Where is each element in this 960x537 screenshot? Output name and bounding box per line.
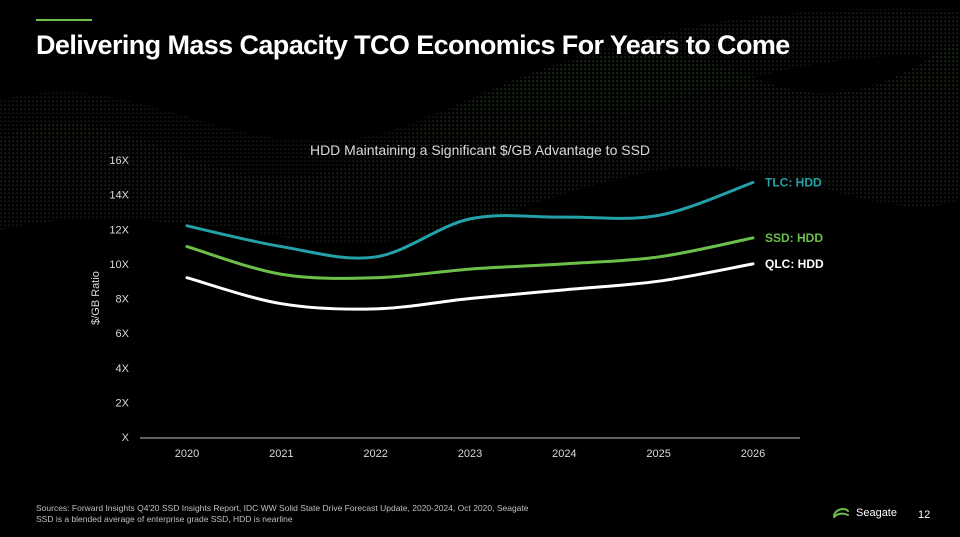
y-tick-labels: X 2X 4X 6X 8X 10X 12X 14X 16X	[109, 155, 129, 444]
y-tick-label: 6X	[116, 328, 130, 340]
y-axis-label: $/GB Ratio	[90, 271, 102, 325]
x-tick-label: 2023	[458, 448, 482, 460]
y-tick-label: 4X	[116, 363, 130, 375]
page-number: 12	[918, 509, 931, 521]
footnote-sources: Sources: Forward Insights Q4'20 SSD Insi…	[36, 503, 529, 513]
x-tick-label: 2022	[363, 448, 387, 460]
x-tick-label: 2024	[552, 448, 576, 460]
series-line	[185, 262, 755, 311]
x-tick-label: 2020	[175, 448, 199, 460]
x-tick-labels: 2020 2021 2022 2023 2024 2025 2026	[175, 448, 765, 460]
series-labels: TLC: HDD SSD: HDD QLC: HDD	[765, 176, 824, 271]
title-accent-bar	[36, 19, 92, 21]
footnotes: Sources: Forward Insights Q4'20 SSD Insi…	[36, 503, 529, 525]
y-tick-label: 12X	[109, 224, 129, 236]
y-tick-label: 14X	[109, 190, 129, 202]
series-line	[185, 181, 755, 260]
brand-name: Seagate	[856, 507, 897, 519]
series-label: SSD: HDD	[765, 231, 823, 245]
seagate-logo-icon	[833, 508, 849, 518]
footnote-definition: SSD is a blended average of enterprise g…	[36, 514, 293, 524]
slide-title: Delivering Mass Capacity TCO Economics F…	[36, 30, 790, 60]
series-lines	[185, 181, 755, 311]
y-tick-label: X	[122, 432, 130, 444]
x-tick-label: 2021	[269, 448, 293, 460]
y-tick-label: 10X	[109, 259, 129, 271]
series-label: QLC: HDD	[765, 257, 824, 271]
series-label: TLC: HDD	[765, 176, 822, 190]
x-tick-label: 2025	[646, 448, 670, 460]
y-tick-label: 16X	[109, 155, 129, 167]
chart-title: HDD Maintaining a Significant $/GB Advan…	[310, 142, 650, 158]
y-tick-label: 8X	[116, 294, 130, 306]
brand: Seagate	[832, 506, 897, 520]
series-line	[185, 236, 755, 280]
y-tick-label: 2X	[116, 397, 130, 409]
x-tick-label: 2026	[741, 448, 765, 460]
